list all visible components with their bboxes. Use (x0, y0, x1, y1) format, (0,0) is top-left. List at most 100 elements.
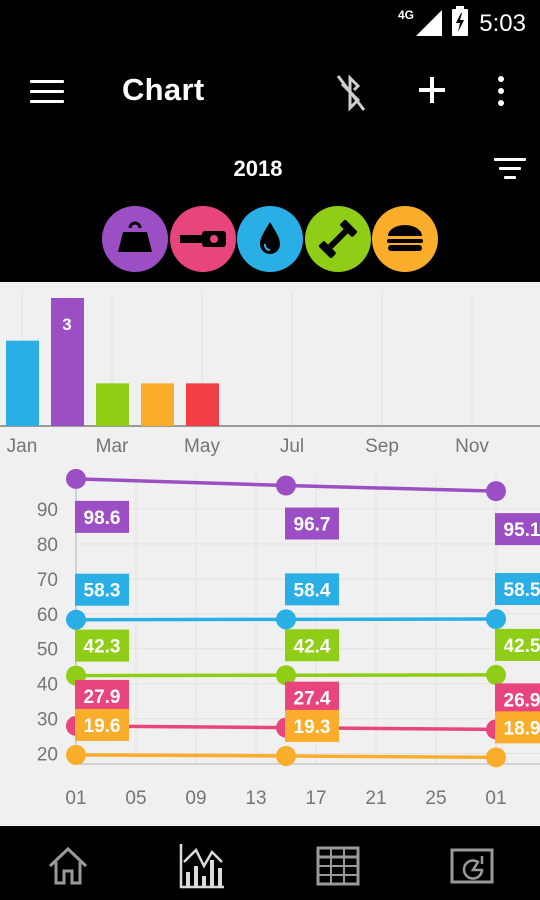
bar-data-label: 3 (62, 315, 71, 334)
data-point[interactable] (276, 665, 296, 686)
line-y-tick-label: 50 (37, 640, 58, 661)
line-x-tick-label: 25 (425, 788, 446, 809)
report-icon[interactable] (448, 842, 496, 890)
year-bar: 2018 (0, 136, 540, 196)
menu-icon[interactable] (30, 80, 64, 104)
value-label-box (285, 681, 339, 714)
value-label-box (495, 573, 540, 605)
line-y-tick-label: 30 (37, 710, 58, 731)
category-weight-button[interactable] (102, 206, 168, 272)
value-label: 18.9 (504, 718, 540, 739)
bar-feb[interactable] (51, 298, 84, 426)
water-drop-icon (260, 222, 280, 254)
line-y-tick-label: 70 (37, 570, 58, 591)
bar-mar[interactable] (96, 383, 129, 426)
bar-x-tick-label: May (184, 436, 220, 457)
value-label-box (75, 573, 129, 606)
bluetooth-disabled-icon[interactable] (334, 72, 368, 114)
value-label-box (75, 500, 129, 533)
value-label: 19.3 (294, 717, 331, 738)
line-x-tick-label: 01 (485, 788, 506, 809)
line-x-tick-label: 21 (365, 788, 386, 809)
value-label: 95.1 (504, 520, 540, 541)
line-y-tick-label: 90 (37, 500, 58, 521)
value-label-box (75, 629, 129, 662)
value-label-box (75, 708, 129, 741)
bar-x-tick-label: Nov (455, 436, 489, 457)
value-label: 27.4 (294, 689, 331, 710)
category-selector (0, 196, 540, 282)
value-label-box (495, 513, 540, 546)
value-label: 27.9 (84, 687, 121, 708)
value-label: 26.9 (504, 690, 540, 711)
line-x-tick-label: 13 (245, 788, 266, 809)
data-point[interactable] (276, 609, 296, 630)
dumbbell-icon (319, 220, 357, 258)
category-exercise-button[interactable] (305, 206, 371, 272)
value-label: 58.3 (84, 581, 121, 602)
value-label-box (75, 679, 129, 712)
category-water-button[interactable] (237, 206, 303, 272)
bar-x-tick-label: Sep (365, 436, 399, 457)
line-y-tick-label: 60 (37, 605, 58, 626)
filter-icon[interactable] (494, 158, 526, 180)
value-label-box (285, 709, 339, 742)
weight-icon (118, 221, 152, 252)
app-bar: Chart (0, 48, 540, 136)
home-icon[interactable] (44, 842, 92, 890)
monthly-bar-chart: 3 Jan Mar May Jul Sep Nov (0, 292, 540, 457)
line-x-tick-label: 17 (305, 788, 326, 809)
data-point[interactable] (276, 475, 296, 496)
category-food-button[interactable] (372, 206, 438, 272)
more-options-icon[interactable] (495, 76, 507, 112)
value-label-box (495, 711, 540, 744)
line-y-tick-label: 40 (37, 675, 58, 696)
line-x-tick-label: 01 (65, 788, 86, 809)
tape-measure-icon (180, 231, 226, 247)
data-point[interactable] (276, 745, 296, 766)
data-point[interactable] (66, 744, 86, 765)
data-point[interactable] (66, 468, 86, 489)
add-icon[interactable] (416, 74, 448, 106)
daily-line-chart: 20 30 40 50 60 70 80 90 01 05 09 13 17 21 25 01 98.6 96.7… (37, 468, 540, 809)
data-point[interactable] (486, 747, 506, 768)
bar-x-tick-label: Jan (7, 436, 38, 457)
status-bar: 4G 5:03 (0, 0, 540, 48)
value-label-box (285, 573, 339, 606)
signal-icon (416, 10, 442, 36)
bar-x-tick-label: Mar (96, 436, 129, 457)
table-icon[interactable] (314, 842, 362, 890)
value-label: 58.5 (504, 580, 540, 601)
value-label-box (285, 507, 339, 540)
line-x-tick-label: 09 (185, 788, 206, 809)
data-point[interactable] (66, 609, 86, 630)
data-point[interactable] (486, 481, 506, 502)
page-title: Chart (122, 72, 205, 107)
battery-icon (452, 6, 468, 36)
bottom-navigation (0, 826, 540, 900)
value-label: 42.4 (294, 636, 331, 657)
line-y-tick-label: 20 (37, 745, 58, 766)
network-type: 4G (397, 8, 414, 22)
value-label: 98.6 (84, 508, 121, 529)
value-label: 42.3 (84, 637, 121, 658)
line-y-tick-label: 80 (37, 535, 58, 556)
value-label-box (495, 628, 540, 661)
chart-area: 3 Jan Mar May Jul Sep Nov 20 30 40 50 60 70 80 90 01 05… (0, 282, 540, 826)
category-tape-measure-button[interactable] (170, 206, 236, 272)
year-selector[interactable]: 2018 (233, 156, 283, 181)
value-label: 58.4 (294, 580, 331, 601)
line-x-tick-label: 05 (125, 788, 146, 809)
value-label: 19.6 (84, 716, 121, 737)
value-label: 42.5 (504, 636, 540, 657)
data-point[interactable] (486, 609, 506, 629)
value-label: 96.7 (294, 515, 331, 536)
data-point[interactable] (486, 664, 506, 685)
bar-apr[interactable] (141, 383, 174, 426)
burger-icon (387, 225, 423, 251)
bar-may[interactable] (186, 383, 219, 426)
value-label-box (495, 683, 540, 716)
status-time: 5:03 (479, 10, 526, 37)
bar-jan[interactable] (6, 340, 39, 426)
chart-icon[interactable] (178, 842, 226, 890)
